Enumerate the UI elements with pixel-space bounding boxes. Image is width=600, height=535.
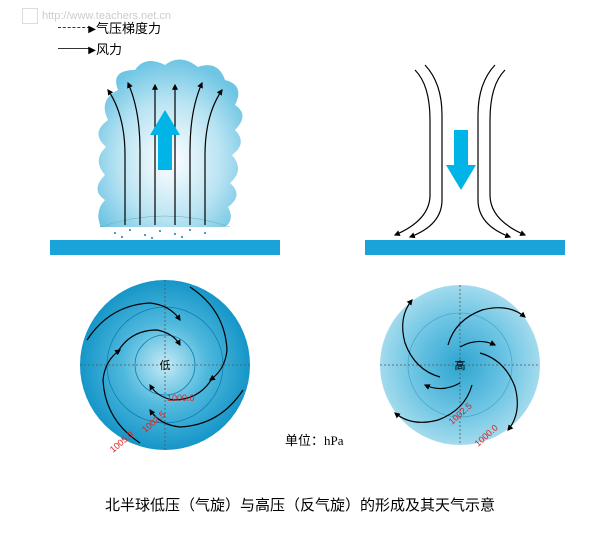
rain-dots	[114, 229, 206, 239]
diagram-svg: 低 1000.0 1002.5 1005.0 高 1002.5 1000.0	[0, 55, 600, 485]
cyclone-plan-view: 低 1000.0 1002.5 1005.0	[80, 280, 250, 455]
anticyclone-center-label: 高	[455, 358, 466, 372]
sinking-arrow-icon	[446, 130, 476, 190]
iso-1000: 1000.0	[167, 393, 195, 403]
legend-solid-line: ▶	[58, 48, 90, 49]
anticyclone-plan-view: 高 1002.5 1000.0	[380, 285, 540, 448]
legend: ▶ 气压梯度力 ▶ 风力	[58, 18, 161, 60]
cyclone-cross-section	[50, 59, 280, 255]
cyclone-center-label: 低	[160, 359, 171, 372]
unit-label: 单位：hPa	[285, 430, 344, 449]
anticyclone-cross-section	[365, 65, 565, 255]
diagram: 低 1000.0 1002.5 1005.0 高 1002.5 1000.0	[0, 55, 600, 485]
caption: 北半球低压（气旋）与高压（反气旋）的形成及其天气示意	[0, 494, 600, 515]
legend-pressure-gradient: 气压梯度力	[96, 18, 161, 37]
legend-dashed-line: ▶	[58, 27, 90, 28]
